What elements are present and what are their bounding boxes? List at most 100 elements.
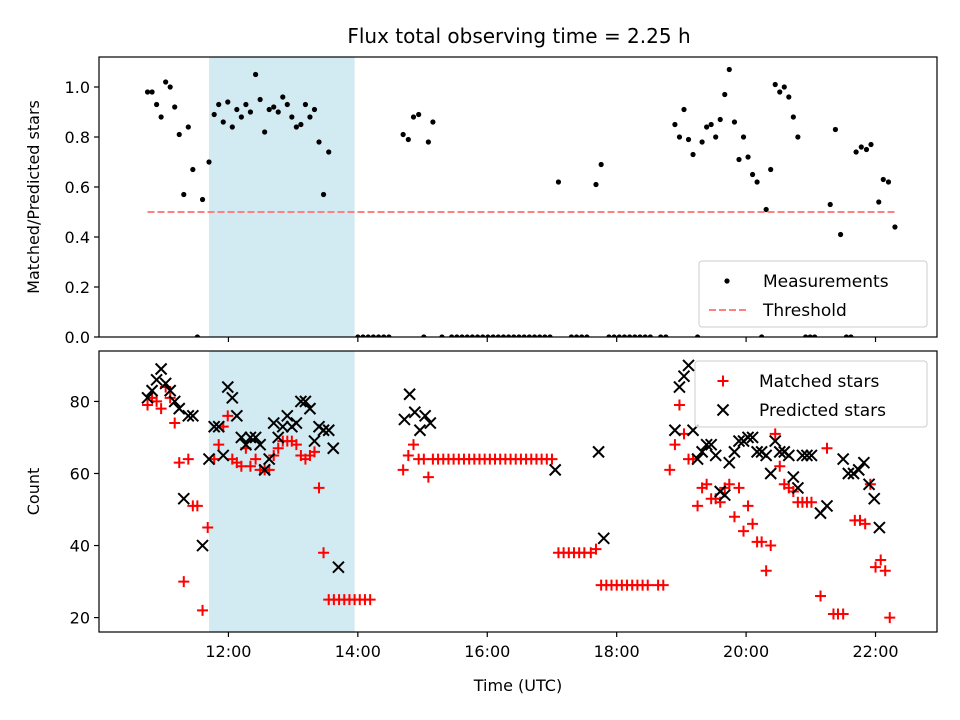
- axes-frame: [98, 56, 938, 338]
- data-point: [733, 482, 745, 494]
- data-point: [272, 431, 285, 444]
- data-point: [298, 121, 304, 128]
- data-point: [718, 488, 731, 502]
- data-point: [668, 424, 682, 437]
- data-point: [276, 420, 289, 433]
- data-point: [642, 334, 648, 337]
- data-point: [592, 445, 605, 459]
- data-point: [547, 334, 553, 337]
- data-point: [795, 134, 801, 140]
- data-point: [294, 395, 308, 408]
- data-point: [424, 416, 437, 430]
- data-point: [474, 334, 481, 337]
- data-point: [664, 464, 676, 476]
- data-point: [812, 334, 818, 337]
- data-point: [222, 410, 234, 422]
- data-point: [173, 402, 186, 415]
- data-point: [234, 106, 240, 113]
- data-point: [511, 334, 517, 337]
- data-point: [796, 449, 809, 462]
- data-point: [759, 449, 773, 462]
- data-point: [673, 399, 685, 411]
- data-point: [738, 525, 750, 537]
- data-point: [459, 334, 465, 337]
- data-point: [191, 500, 203, 512]
- data-point: [313, 482, 325, 494]
- data-point: [290, 439, 302, 451]
- x-axis-label: Time (UTC): [473, 676, 562, 695]
- chart-title: Flux total observing time = 2.25 h: [347, 24, 690, 48]
- data-point: [676, 134, 683, 140]
- axes-frame: [98, 350, 938, 633]
- data-point: [598, 161, 604, 168]
- data-point: [322, 424, 335, 437]
- data-point: [267, 416, 280, 430]
- data-point: [230, 409, 244, 423]
- data-point: [842, 467, 855, 480]
- data-point: [682, 359, 695, 372]
- data-point: [876, 199, 882, 205]
- data-point: [190, 166, 196, 173]
- data-point: [803, 334, 809, 337]
- data-point: [759, 334, 765, 337]
- data-point: [186, 409, 200, 423]
- data-point: [836, 452, 850, 466]
- legend-label: Predicted stars: [759, 401, 886, 421]
- data-point: [266, 106, 272, 113]
- data-point: [469, 334, 475, 337]
- data-point: [642, 579, 654, 591]
- data-point: [621, 334, 628, 337]
- data-point: [704, 438, 718, 451]
- data-point: [149, 89, 155, 95]
- data-point: [691, 452, 704, 466]
- data-point: [673, 380, 686, 394]
- data-point: [837, 608, 849, 620]
- data-point: [717, 116, 723, 123]
- data-point: [546, 453, 558, 465]
- data-point: [320, 191, 327, 198]
- data-point: [827, 201, 833, 208]
- data-point: [669, 439, 681, 451]
- data-point: [208, 453, 220, 465]
- data-point: [647, 334, 653, 337]
- data-point: [167, 84, 173, 90]
- legend-label: Measurements: [763, 272, 889, 292]
- legend-box: [694, 360, 928, 428]
- data-point: [741, 431, 755, 444]
- legend-swatch: [724, 278, 730, 284]
- data-point: [832, 126, 839, 133]
- data-point: [868, 141, 874, 148]
- data-point: [169, 417, 181, 429]
- data-point: [177, 492, 190, 505]
- data-point: [182, 409, 195, 423]
- legend-box: [698, 260, 928, 328]
- data-point: [616, 334, 622, 337]
- data-point: [773, 445, 786, 459]
- data-point: [405, 136, 411, 143]
- y-axis-label: Count: [24, 468, 43, 516]
- data-point: [181, 191, 187, 198]
- data-point: [173, 457, 185, 469]
- data-point: [178, 576, 190, 588]
- data-point: [355, 334, 361, 337]
- data-point: [584, 334, 590, 337]
- data-point: [480, 334, 486, 337]
- data-point: [403, 388, 416, 401]
- data-point: [150, 373, 163, 387]
- data-point: [316, 139, 322, 145]
- data-point: [244, 460, 256, 472]
- data-point: [597, 532, 610, 545]
- data-point: [723, 456, 736, 469]
- data-point: [663, 334, 669, 337]
- data-point: [225, 99, 231, 105]
- data-point: [526, 334, 532, 337]
- series-measurements: [144, 66, 898, 337]
- data-point: [521, 334, 527, 337]
- data-point: [760, 565, 772, 577]
- data-point: [172, 104, 178, 110]
- data-point: [168, 395, 181, 408]
- data-point: [786, 94, 792, 100]
- data-point: [238, 114, 244, 120]
- data-point: [163, 384, 177, 397]
